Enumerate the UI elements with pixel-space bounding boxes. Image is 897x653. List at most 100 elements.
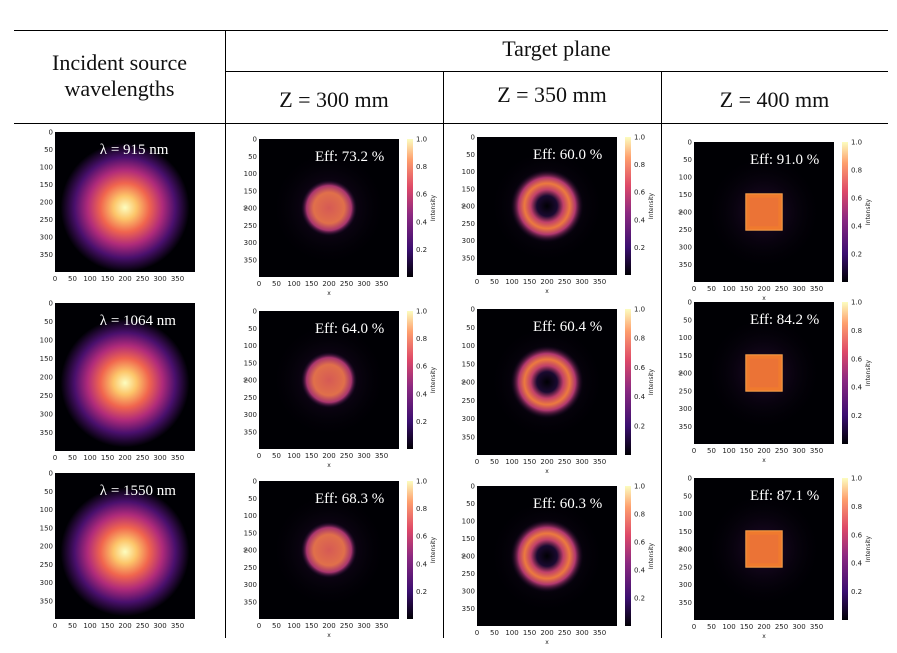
target-intensity-panel: Eff: 60.3 % 0.2 0.4 0.6 0.8 1.0 Intensity y x 0 50… (460, 483, 669, 648)
x-tick-label: 0 (257, 280, 261, 288)
y-tick-label: 50 (248, 325, 257, 333)
x-tick-label: 250 (775, 623, 788, 631)
x-tick-label: 250 (775, 285, 788, 293)
target-intensity-panel: Eff: 64.0 % 0.2 0.4 0.6 0.8 1.0 Intensity y x 0 50… (242, 308, 451, 471)
x-tick-label: 100 (287, 622, 300, 630)
colorbar-label: Intensity (865, 535, 872, 562)
wavelength-label: λ = 1064 nm (100, 313, 176, 329)
x-tick-label: 50 (707, 623, 716, 631)
y-tick-label: 100 (40, 164, 53, 172)
x-tick-label: 150 (101, 622, 114, 630)
source-beam-plot: λ = 1550 nm 0 50 100 150 200 250 300 350 0 50 100 15… (40, 470, 195, 630)
y-tick-label: 200 (462, 379, 475, 387)
x-tick-label: 100 (722, 447, 735, 455)
colorbar-tick: 0.8 (416, 335, 427, 343)
colorbar-tick: 0.8 (416, 505, 427, 513)
x-tick-label: 0 (257, 622, 261, 630)
y-tick-label: 200 (462, 553, 475, 561)
ring-intensity-pattern (510, 169, 584, 243)
colorbar-tick: 0.8 (851, 167, 862, 175)
y-tick-label: 0 (253, 478, 257, 486)
colorbar-tick: 1.0 (851, 139, 862, 147)
target-intensity-panel: Eff: 68.3 % 0.2 0.4 0.6 0.8 1.0 Intensity y x 0 50… (242, 478, 451, 641)
efficiency-label: Eff: 68.3 % (315, 491, 384, 507)
colorbar-label: Intensity (430, 194, 437, 221)
y-tick-label: 300 (40, 411, 53, 419)
target-intensity-panel: Eff: 73.2 % 0.2 0.4 0.6 0.8 1.0 Intensity y x 0 50… (242, 136, 451, 299)
colorbar-tick: 0.2 (634, 595, 645, 603)
y-tick-label: 150 (679, 352, 692, 360)
target-plot: Eff: 84.2 % 0.2 0.4 0.6 0.8 1.0 Intensity y x 0 50… (677, 299, 872, 465)
x-tick-label: 50 (490, 278, 499, 286)
source-beam-panel: λ = 1550 nm 0 50 100 150 200 250 300 350 0 50 100 15… (39, 470, 199, 637)
y-tick-label: 250 (679, 563, 692, 571)
efficiency-label: Eff: 60.3 % (533, 496, 602, 512)
x-tick-label: 150 (305, 622, 318, 630)
x-tick-label: 350 (810, 285, 823, 293)
y-tick-label: 100 (462, 518, 475, 526)
x-tick-label: 350 (810, 447, 823, 455)
y-tick-label: 100 (679, 334, 692, 342)
colorbar-tick: 0.6 (851, 195, 863, 203)
colorbar-tick: 1.0 (634, 306, 645, 314)
x-tick-label: 150 (101, 275, 114, 283)
y-tick-label: 350 (679, 599, 692, 607)
y-tick-label: 0 (471, 483, 475, 491)
y-tick-label: 250 (244, 394, 257, 402)
y-tick-label: 100 (679, 174, 692, 182)
colorbar-tick: 0.2 (851, 412, 862, 420)
x-tick-label: 0 (692, 623, 696, 631)
y-tick-label: 200 (40, 543, 53, 551)
header-bottom-rule (14, 123, 888, 124)
colorbar-tick: 0.6 (634, 539, 646, 547)
y-axis-label: y (460, 554, 467, 558)
y-tick-label: 200 (40, 199, 53, 207)
y-tick-label: 350 (462, 605, 475, 613)
y-tick-label: 300 (462, 588, 475, 596)
y-tick-label: 100 (462, 168, 475, 176)
colorbar (842, 142, 848, 282)
y-tick-label: 250 (40, 392, 53, 400)
colorbar-tick: 0.8 (416, 163, 427, 171)
x-tick-label: 50 (272, 280, 281, 288)
disk-intensity-pattern (301, 180, 357, 236)
x-tick-label: 250 (136, 275, 149, 283)
efficiency-label: Eff: 64.0 % (315, 321, 384, 337)
target-plot: Eff: 60.0 % 0.2 0.4 0.6 0.8 1.0 Intensity y x 0 50… (460, 134, 655, 296)
x-tick-label: 250 (558, 629, 571, 637)
y-tick-label: 0 (49, 300, 53, 308)
col-divider-2 (443, 71, 444, 638)
y-tick-label: 300 (40, 579, 53, 587)
y-axis-label: y (242, 548, 249, 552)
colorbar-tick: 0.4 (634, 393, 646, 401)
colorbar-tick: 0.8 (634, 161, 645, 169)
colorbar-tick: 0.2 (416, 588, 427, 596)
x-tick-label: 200 (118, 275, 131, 283)
y-tick-label: 50 (683, 156, 692, 164)
x-tick-label: 100 (83, 275, 96, 283)
x-tick-label: 200 (757, 447, 770, 455)
y-tick-label: 150 (40, 355, 53, 363)
y-tick-label: 250 (244, 222, 257, 230)
gaussian-beam-spot (60, 318, 190, 448)
colorbar-tick: 0.4 (634, 567, 646, 575)
y-tick-label: 150 (462, 535, 475, 543)
x-tick-label: 350 (375, 452, 388, 460)
x-tick-label: 250 (340, 452, 353, 460)
header-z-350: Z = 350 mm (497, 82, 607, 107)
colorbar-tick: 1.0 (416, 478, 427, 486)
efficiency-label: Eff: 73.2 % (315, 149, 384, 165)
y-tick-label: 0 (49, 470, 53, 478)
y-tick-label: 0 (471, 134, 475, 142)
colorbar-tick: 0.6 (634, 364, 646, 372)
y-tick-label: 100 (40, 337, 53, 345)
colorbar-tick: 0.6 (416, 363, 428, 371)
y-tick-label: 100 (244, 512, 257, 520)
colorbar-tick: 0.2 (416, 418, 427, 426)
y-tick-label: 150 (244, 529, 257, 537)
target-plot: Eff: 60.3 % 0.2 0.4 0.6 0.8 1.0 Intensity y x 0 50… (460, 483, 655, 647)
efficiency-label: Eff: 87.1 % (750, 488, 819, 504)
y-tick-label: 50 (44, 488, 53, 496)
y-tick-label: 350 (40, 597, 53, 605)
colorbar (625, 137, 631, 275)
